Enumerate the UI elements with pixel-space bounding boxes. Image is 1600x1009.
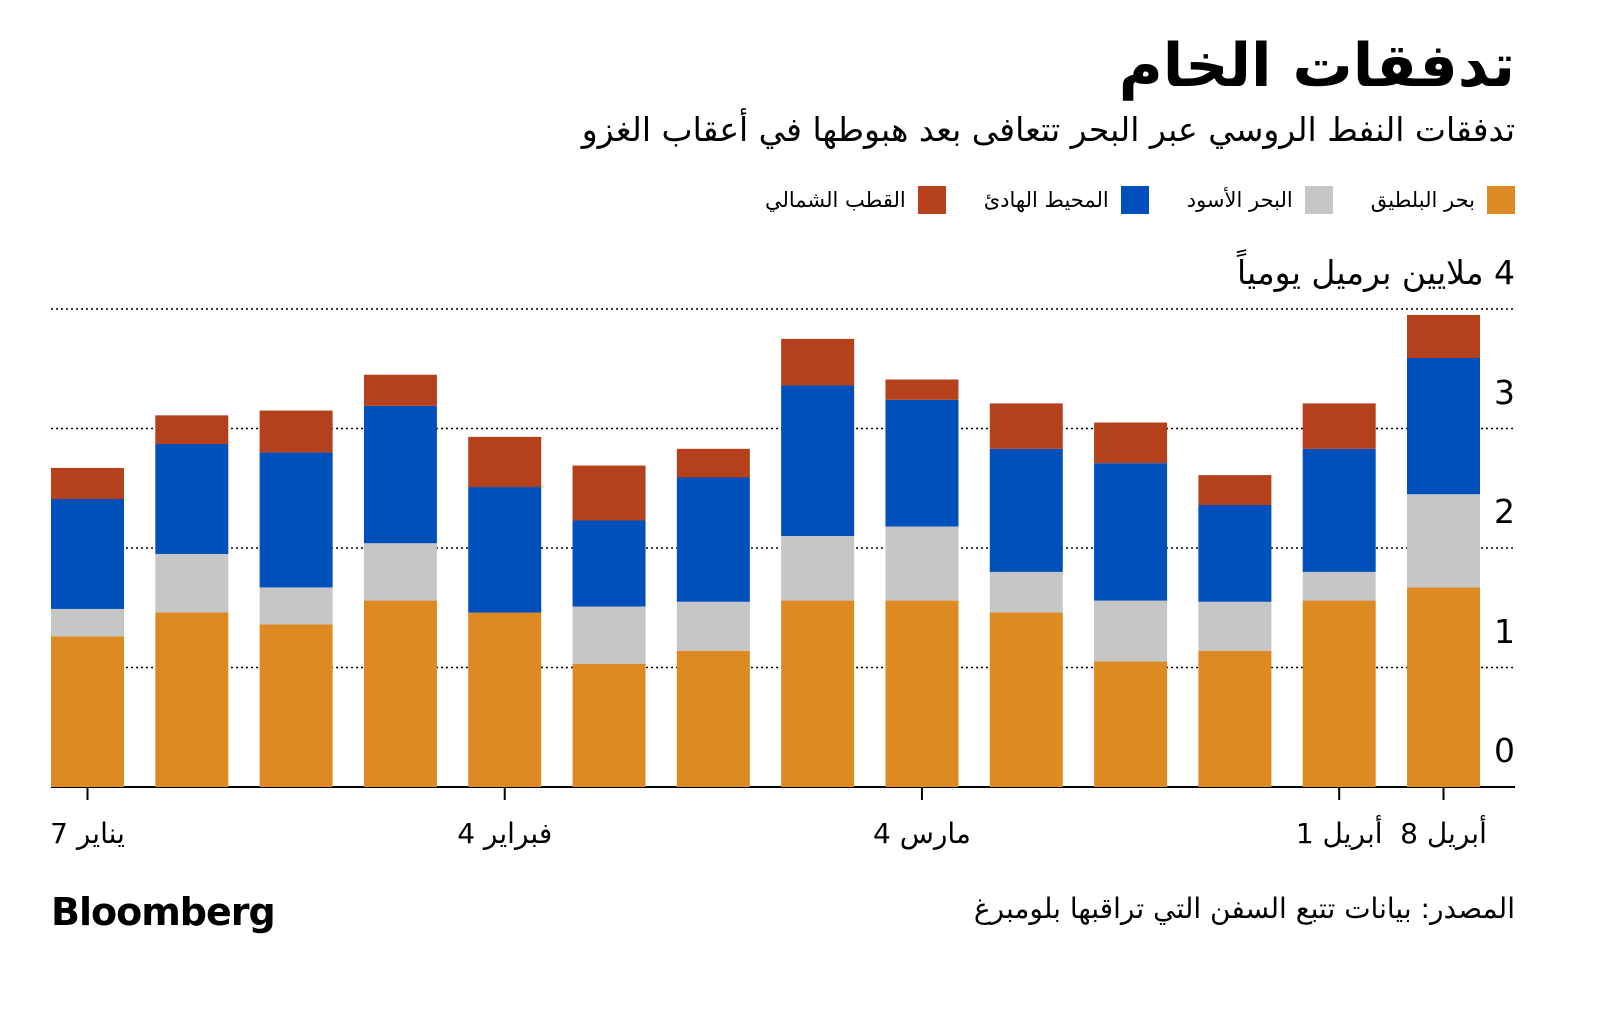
bar-segment xyxy=(468,612,542,787)
bar-segment xyxy=(363,543,437,601)
bar-segment xyxy=(885,379,959,400)
bar-segment xyxy=(989,403,1063,449)
brand-logo: Bloomberg xyxy=(51,890,276,934)
y-tick-label: 4 ملايين برميل يومياً xyxy=(1236,253,1515,292)
y-tick-label: 3 xyxy=(1494,372,1515,412)
bar-segment xyxy=(1198,650,1272,787)
bar-segment xyxy=(1094,600,1168,662)
bar-segment xyxy=(1094,463,1168,601)
bar-segment xyxy=(676,650,750,787)
legend: بحر البلطيق البحر الأسود المحيط الهادئ القط… xyxy=(765,186,1515,214)
y-tick-label: 2 xyxy=(1494,492,1515,531)
x-tick-label: أبريل 1 xyxy=(1295,817,1383,850)
legend-swatch xyxy=(1487,186,1515,214)
bar-segment xyxy=(781,600,855,787)
legend-item: بحر البلطيق xyxy=(1371,186,1515,214)
chart-title: تدفقات الخام xyxy=(1118,31,1515,101)
bar-segment xyxy=(259,624,333,787)
legend-label: المحيط الهادئ xyxy=(983,188,1109,212)
bar-segment xyxy=(781,536,855,601)
bar-segment xyxy=(676,477,750,602)
x-tick-label: مارس 4 xyxy=(872,817,971,850)
bar-segment xyxy=(259,587,333,625)
bar-segment xyxy=(1302,448,1376,572)
legend-label: القطب الشمالي xyxy=(764,188,906,212)
legend-label: البحر الأسود xyxy=(1186,188,1293,212)
y-tick-label: 0 xyxy=(1494,731,1515,770)
bar-segment xyxy=(1407,357,1480,495)
bar-segment xyxy=(572,663,646,787)
bar-segment xyxy=(1198,601,1272,651)
bar-segment xyxy=(572,465,646,521)
bar-segment xyxy=(781,385,855,537)
legend-item: القطب الشمالي xyxy=(765,186,946,214)
bar-segment xyxy=(1302,403,1376,449)
bar-segment xyxy=(259,452,333,588)
bar-segment xyxy=(51,467,124,500)
bar-segment xyxy=(1302,600,1376,787)
bar-segment xyxy=(155,553,229,613)
legend-label: بحر البلطيق xyxy=(1370,188,1475,212)
bar-segment xyxy=(155,444,229,554)
bar-segment xyxy=(989,448,1063,572)
source: المصدر: بيانات تتبع السفن التي تراقبها ب… xyxy=(973,892,1515,925)
bar-segment xyxy=(51,608,124,637)
x-tick-label: أبريل 8 xyxy=(1400,817,1487,850)
bar-segment xyxy=(155,612,229,787)
bar-segment xyxy=(259,410,333,453)
legend-swatch xyxy=(1120,186,1149,214)
bar-segment xyxy=(468,487,542,613)
bar-segment xyxy=(572,520,646,607)
bar-segment xyxy=(363,374,437,406)
chart-subtitle: تدفقات النفط الروسي عبر البحر تتعافى بعد… xyxy=(581,110,1515,149)
bar-segment xyxy=(572,606,646,664)
x-tick-label: يناير 7 xyxy=(50,817,125,850)
legend-item: البحر الأسود xyxy=(1187,186,1333,214)
legend-swatch xyxy=(917,186,946,214)
bar-segment xyxy=(885,600,959,787)
legend-item: المحيط الهادئ xyxy=(984,186,1149,214)
bar-segment xyxy=(363,405,437,544)
bar-segment xyxy=(781,338,855,386)
bar-segment xyxy=(676,601,750,651)
bar-segment xyxy=(363,600,437,787)
bar-segment xyxy=(468,436,542,488)
bar-segment xyxy=(51,499,124,609)
bar-segment xyxy=(155,415,229,445)
bar-segment xyxy=(51,636,124,787)
bar-segment xyxy=(1407,494,1480,588)
bar-segment xyxy=(1094,661,1168,787)
legend-swatch xyxy=(1304,186,1333,214)
bar-segment xyxy=(885,399,959,527)
bar-segment xyxy=(989,612,1063,787)
bar-segment xyxy=(989,571,1063,613)
bar-segment xyxy=(1094,422,1168,464)
bar-segment xyxy=(1407,314,1480,358)
bar-segment xyxy=(885,526,959,601)
bar-segment xyxy=(1407,587,1480,787)
bar-segment xyxy=(1302,571,1376,601)
bar-segment xyxy=(676,448,750,478)
y-tick-label: 1 xyxy=(1494,611,1515,651)
x-tick-label: فبراير 4 xyxy=(457,817,553,850)
bar-segment xyxy=(1198,504,1272,602)
bar-segment xyxy=(1198,475,1272,505)
